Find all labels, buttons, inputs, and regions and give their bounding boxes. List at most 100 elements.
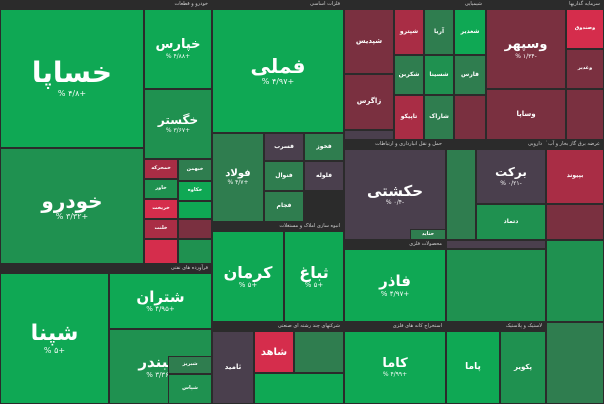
- stock-tile[interactable]: کرمان +۵ %: [212, 231, 284, 322]
- stock-tile[interactable]: فنوال: [264, 161, 304, 191]
- stock-change: +۵ %: [238, 281, 258, 290]
- stock-symbol: خمحرکه: [151, 165, 171, 172]
- stock-symbol: شپنا: [30, 320, 79, 346]
- stock-symbol: حتاید: [421, 230, 435, 237]
- stock-tile[interactable]: خکاوه: [178, 181, 212, 201]
- stock-tile[interactable]: پاما: [446, 331, 500, 404]
- sector: فرآورده های نفتی: [0, 264, 212, 404]
- stock-tile[interactable]: شغدیر: [454, 9, 486, 55]
- sector-title: حمل و نقل انبارداری و ارتباطات: [344, 140, 446, 149]
- stock-tile[interactable]: خمحرکه: [144, 159, 178, 179]
- stock-tile[interactable]: فلوله: [304, 161, 344, 191]
- stock-symbol: کرمان: [223, 262, 273, 282]
- stock-symbol: حکشتی: [366, 181, 424, 200]
- minor-tile[interactable]: [546, 204, 604, 240]
- stock-tile[interactable]: خودرو +۳/۳۲ %: [0, 148, 144, 264]
- stock-tile[interactable]: بپیوند: [546, 149, 604, 204]
- minor-tile[interactable]: [178, 201, 212, 219]
- stock-tile[interactable]: خبهمن: [178, 159, 212, 181]
- stock-tile[interactable]: فاذر +۴/۹۷ %: [344, 249, 446, 322]
- sector-title: شرکتهای چند رشته ای صنعتی: [212, 322, 344, 331]
- minor-tile[interactable]: [144, 239, 178, 264]
- stock-symbol: شاهد: [260, 346, 288, 358]
- stock-tile[interactable]: تاپیکو: [394, 95, 424, 140]
- stock-tile[interactable]: شاراک: [424, 95, 454, 140]
- sector: شیمیایی: [344, 0, 486, 140]
- minor-tile[interactable]: [178, 239, 212, 264]
- stock-tile[interactable]: فارس: [454, 55, 486, 95]
- stock-tile[interactable]: فخوز: [304, 133, 344, 161]
- stock-symbol: شاراک: [429, 113, 449, 121]
- stock-tile[interactable]: فسرب: [264, 133, 304, 161]
- stock-tile[interactable]: فملی +۴/۹۷ %: [212, 9, 344, 133]
- stock-tile[interactable]: ثباغ +۵ %: [284, 231, 344, 322]
- stock-tile[interactable]: ثامید: [212, 331, 254, 404]
- stock-tile[interactable]: شسینا: [424, 55, 454, 95]
- stock-symbol: شکربن: [398, 70, 420, 78]
- minor-tile[interactable]: [254, 373, 344, 404]
- stock-tile[interactable]: فولاد +۴/۷ %: [212, 133, 264, 222]
- stock-tile[interactable]: دتماد: [476, 204, 546, 240]
- stock-change: +۵ %: [304, 281, 324, 290]
- minor-tile[interactable]: [446, 249, 546, 322]
- stock-symbol: شتران: [136, 287, 185, 306]
- stock-symbol: فلوله: [315, 171, 333, 179]
- minor-tile[interactable]: [546, 240, 604, 322]
- stock-tile[interactable]: وصندوق: [566, 9, 604, 49]
- stock-tile[interactable]: وساپا: [486, 89, 566, 140]
- stock-symbol: فولاد: [225, 168, 251, 180]
- stock-tile[interactable]: خاور: [144, 179, 178, 199]
- stock-tile[interactable]: شبریز: [168, 356, 212, 374]
- stock-symbol: شبریز: [182, 361, 198, 368]
- stock-symbol: پاما: [465, 361, 481, 372]
- stock-tile[interactable]: خلنت: [144, 219, 178, 239]
- stock-symbol: فسرب: [274, 142, 294, 150]
- minor-tile[interactable]: [178, 219, 212, 239]
- stock-change: +۴/۷ %: [227, 179, 249, 187]
- stock-tile[interactable]: فجام: [264, 191, 304, 222]
- stock-symbol: ثامید: [224, 362, 242, 371]
- minor-tile[interactable]: [454, 95, 486, 140]
- sector-title: محصولات فلزی: [344, 240, 446, 249]
- minor-tile[interactable]: [294, 331, 344, 373]
- stock-tile[interactable]: زاگرس: [344, 74, 394, 130]
- minor-tile[interactable]: [546, 322, 604, 404]
- stock-tile[interactable]: حکشتی -۰/۴ %: [344, 149, 446, 240]
- stock-symbol: وصندوق: [574, 25, 596, 32]
- stock-tile[interactable]: شپنا +۵ %: [0, 273, 109, 404]
- minor-tile[interactable]: [446, 149, 476, 240]
- stock-change: -۰/۴ %: [385, 199, 405, 207]
- stock-tile[interactable]: شپترو: [394, 9, 424, 55]
- stock-tile[interactable]: کاما +۴/۹۹ %: [344, 331, 446, 404]
- stock-tile[interactable]: آریا: [424, 9, 454, 55]
- stock-change: +۵ %: [43, 345, 66, 355]
- stock-change: +۴/۸۸ %: [165, 52, 191, 60]
- stock-tile[interactable]: خپارس +۴/۸۸ %: [144, 9, 212, 89]
- stock-tile[interactable]: شتران +۴/۹۵ %: [109, 273, 212, 329]
- stock-change: +۴/۹۵ %: [146, 305, 175, 314]
- stock-tile[interactable]: شاهد: [254, 331, 294, 373]
- stock-tile[interactable]: شپاس: [168, 374, 212, 404]
- stock-symbol: فارس: [461, 70, 479, 78]
- stock-tile[interactable]: حتاید: [410, 229, 446, 240]
- stock-tile[interactable]: شکربن: [394, 55, 424, 95]
- minor-tile[interactable]: [446, 240, 546, 249]
- stock-tile[interactable]: وسپهر -۱/۳۴ %: [486, 9, 566, 89]
- stock-symbol: زاگرس: [356, 97, 382, 106]
- stock-tile[interactable]: وغدیر: [566, 49, 604, 89]
- stock-tile[interactable]: خساپا +۴/۸ %: [0, 9, 144, 148]
- sector: عرضه برق گاز بخار و آب گرم: [546, 140, 604, 204]
- stock-tile[interactable]: برکت -۰/۲۱ %: [476, 149, 546, 204]
- stock-symbol: ثباغ: [299, 262, 329, 282]
- stock-symbol: خپارس: [155, 37, 201, 53]
- stock-tile[interactable]: خگستر +۳/۶۷ %: [144, 89, 212, 159]
- sector: حمل و نقل انبارداری و ارتباطات: [344, 140, 446, 240]
- stock-tile[interactable]: پکویر: [500, 331, 546, 404]
- minor-tile[interactable]: [344, 130, 394, 140]
- stock-symbol: فاذر: [379, 272, 411, 291]
- stock-symbol: وغدیر: [577, 65, 593, 72]
- stock-tile[interactable]: خریخت: [144, 199, 178, 219]
- stock-tile[interactable]: شپدیس: [344, 9, 394, 74]
- stock-symbol: شسینا: [429, 70, 449, 78]
- stock-change: +۳/۳۲ %: [55, 212, 89, 222]
